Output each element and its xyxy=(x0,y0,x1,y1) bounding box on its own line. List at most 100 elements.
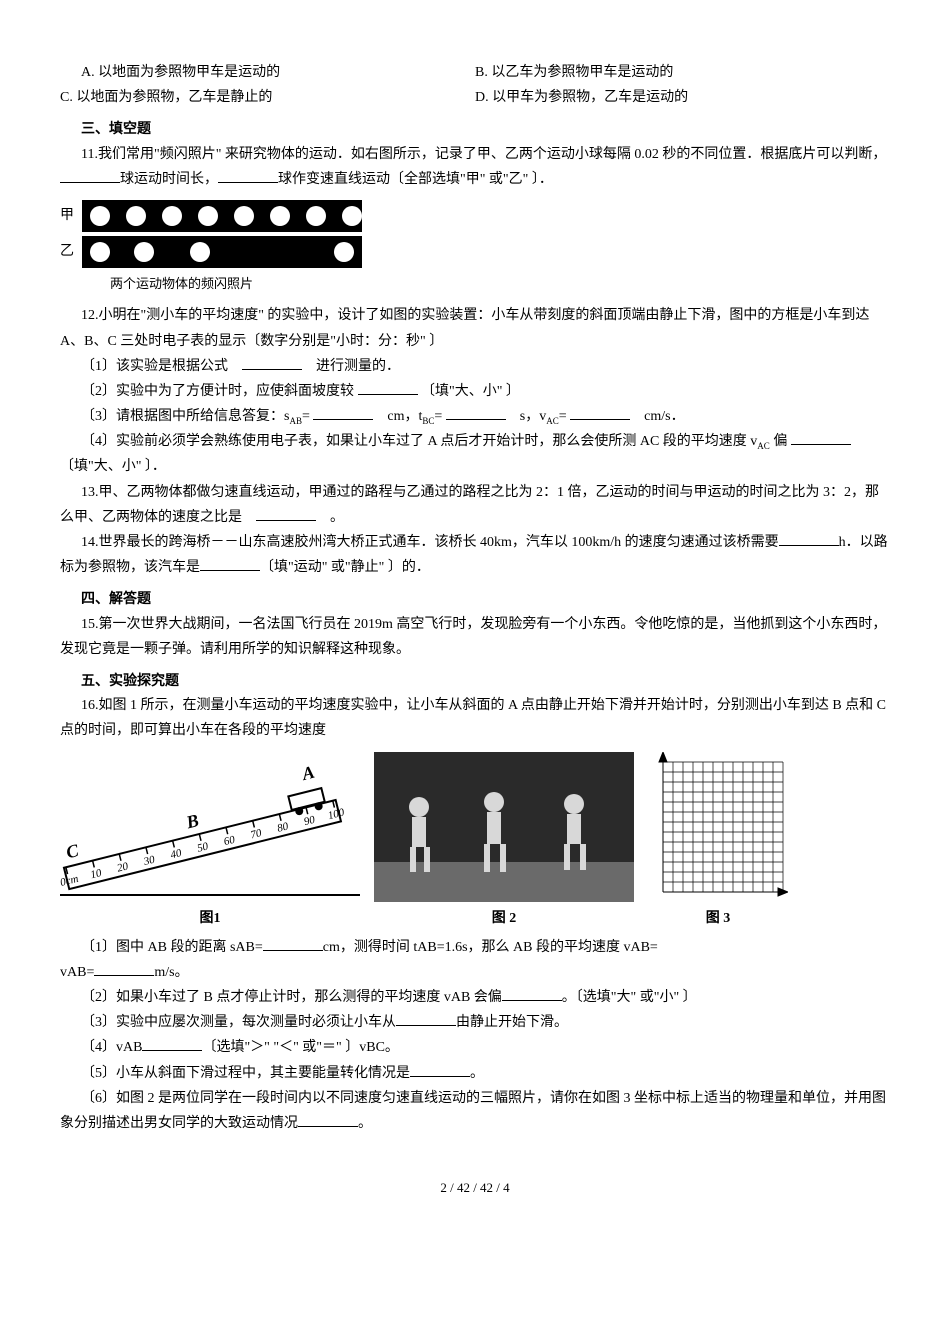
strob-caption: 两个运动物体的频闪照片 xyxy=(110,272,890,295)
t: 〔4〕实验前必须学会熟练使用电子表，如果让小车过了 A 点后才开始计时，那么会使… xyxy=(60,429,757,454)
blank xyxy=(263,936,323,951)
ball xyxy=(306,206,326,226)
ball xyxy=(162,206,182,226)
t: 〔3〕实验中应屡次测量，每次测量时必须让小车从 xyxy=(81,1015,396,1030)
q16-figures: 0cm102030405060708090100 A B C 图1 xyxy=(60,752,890,931)
strob-label-b: 乙 xyxy=(60,239,74,264)
q12-p4: 〔4〕实验前必须学会熟练使用电子表，如果让小车过了 A 点后才开始计时，那么会使… xyxy=(60,429,890,479)
t: cm，t xyxy=(373,409,422,424)
q16-p3: 〔3〕实验中应屡次测量，每次测量时必须让小车从由静止开始下滑。 xyxy=(60,1010,890,1035)
ball xyxy=(342,206,362,226)
grid-svg xyxy=(648,752,788,902)
t: 〔3〕请根据图中所给信息答复：s xyxy=(81,409,289,424)
ball xyxy=(190,242,210,262)
q10-row-ab: A. 以地面为参照物甲车是运动的 B. 以乙车为参照物甲车是运动的 xyxy=(60,60,890,85)
section-3-heading: 三、填空题 xyxy=(60,116,890,141)
q13-t2: 。 xyxy=(316,510,344,525)
q10-opt-c: C. 以地面为参照物，乙车是静止的 xyxy=(60,85,475,110)
sub: BC xyxy=(422,416,434,426)
strob-row-a: 甲 xyxy=(60,200,890,232)
label-C: C xyxy=(64,839,81,862)
q16-p2: 〔2〕如果小车过了 B 点才停止计时，那么测得的平均速度 vAB 会偏 。〔选填"… xyxy=(60,985,890,1010)
blank xyxy=(358,380,418,395)
ruler-svg: 0cm102030405060708090100 A B C xyxy=(60,752,360,902)
label-B: B xyxy=(183,810,200,833)
q16-p4: 〔4〕vAB 〔选填"＞" "＜" 或"＝" 〕vBC。 xyxy=(60,1035,890,1060)
ball xyxy=(234,206,254,226)
q14-t1: 14.世界最长的跨海桥－－山东高速胶州湾大桥正式通车．该桥长 40km，汽车以 … xyxy=(81,535,779,550)
ball xyxy=(270,206,290,226)
t: 。〔选填"大" 或"小" 〕 xyxy=(562,990,697,1005)
blank xyxy=(242,355,302,370)
ball xyxy=(198,206,218,226)
q14: 14.世界最长的跨海桥－－山东高速胶州湾大桥正式通车．该桥长 40km，汽车以 … xyxy=(60,530,890,580)
q12-intro: 12.小明在"测小车的平均速度" 的实验中，设计了如图的实验装置：小车从带刻度的… xyxy=(60,303,890,353)
q12-p2a: 〔2〕实验中为了方便计时，应使斜面坡度较 xyxy=(81,384,358,399)
blank xyxy=(200,556,260,571)
t: 〔5〕小车从斜面下滑过程中，其主要能量转化情况是 xyxy=(81,1066,410,1081)
blank xyxy=(570,405,630,420)
t: 〔6〕如图 2 是两位同学在一段时间内以不同速度匀速直线运动的三幅照片，请你在如… xyxy=(60,1091,886,1131)
t: m/s。 xyxy=(154,965,188,980)
ball xyxy=(90,206,110,226)
q10-opt-d: D. 以甲车为参照物，乙车是运动的 xyxy=(475,85,890,110)
q12-p3: 〔3〕请根据图中所给信息答复：sAB= cm，tBC= s，vAC= cm/s． xyxy=(60,404,890,429)
ball xyxy=(134,242,154,262)
blank xyxy=(218,168,278,183)
ball xyxy=(90,242,110,262)
blank xyxy=(256,506,316,521)
q13-t1: 13.甲、乙两物体都做匀速直线运动，甲通过的路程与乙通过的路程之比为 2：1 倍… xyxy=(60,485,879,525)
q16-p1: 〔1〕图中 AB 段的距离 sAB= cm，测得时间 tAB=1.6s，那么 AB… xyxy=(60,935,890,960)
q10-opt-a: A. 以地面为参照物甲车是运动的 xyxy=(60,60,475,85)
t: = xyxy=(302,409,313,424)
q14-t3: 〔填"运动" 或"静止" 〕的． xyxy=(260,560,430,575)
ball xyxy=(334,242,354,262)
fig1-label: 图1 xyxy=(200,906,221,931)
q16-p5: 〔5〕小车从斜面下滑过程中，其主要能量转化情况是 。 xyxy=(60,1061,890,1086)
fig2-box: 图 2 xyxy=(374,752,634,931)
blank xyxy=(502,986,562,1001)
q11-t1: 11.我们常用"频闪照片" 来研究物体的运动．如右图所示，记录了甲、乙两个运动小… xyxy=(81,147,886,162)
sub: AB xyxy=(289,416,302,426)
t: s，v xyxy=(506,409,546,424)
q12-p1b: 进行测量的． xyxy=(302,359,400,374)
t: cm/s． xyxy=(630,409,684,424)
t: 〔选填"＞" "＜" 或"＝" 〕vBC。 xyxy=(202,1040,398,1055)
stroboscope-diagram: 甲 乙 两个运动物体的频闪照片 xyxy=(60,200,890,295)
t: 〔填"大、小" 〕． xyxy=(60,459,166,474)
q16-intro: 16.如图 1 所示，在测量小车运动的平均速度实验中，让小车从斜面的 A 点由静… xyxy=(60,693,890,743)
label-A: A xyxy=(299,761,316,784)
strob-track-a xyxy=(82,200,362,232)
t: = xyxy=(434,409,445,424)
blank xyxy=(60,168,120,183)
q12-p2: 〔2〕实验中为了方便计时，应使斜面坡度较 〔填"大、小" 〕 xyxy=(60,379,890,404)
q11-t2: 球运动时间长， xyxy=(120,172,218,187)
blank xyxy=(410,1062,470,1077)
t: = xyxy=(559,409,570,424)
t: 〔1〕图中 AB 段的距离 sAB= xyxy=(81,940,263,955)
q13: 13.甲、乙两物体都做匀速直线运动，甲通过的路程与乙通过的路程之比为 2：1 倍… xyxy=(60,480,890,530)
section-4-heading: 四、解答题 xyxy=(60,586,890,611)
strob-label-a: 甲 xyxy=(60,203,74,228)
t: 〔2〕如果小车过了 B 点才停止计时，那么测得的平均速度 vAB 会偏 xyxy=(81,990,502,1005)
blank xyxy=(313,405,373,420)
t: 〔4〕vAB xyxy=(81,1040,142,1055)
q12-p1a: 〔1〕该实验是根据公式 xyxy=(81,359,242,374)
q11-text: 11.我们常用"频闪照片" 来研究物体的运动．如右图所示，记录了甲、乙两个运动小… xyxy=(60,142,890,192)
q16-p1b-line: vAB=m/s。 xyxy=(60,960,890,985)
q12-p2b: 〔填"大、小" 〕 xyxy=(418,384,520,399)
blank xyxy=(142,1036,202,1051)
photo xyxy=(374,752,634,902)
fig2-label: 图 2 xyxy=(492,906,517,931)
ball xyxy=(126,206,146,226)
q12-p1: 〔1〕该实验是根据公式 进行测量的． xyxy=(60,354,890,379)
t: 。 xyxy=(470,1066,484,1081)
blank xyxy=(396,1011,456,1026)
sub: AC xyxy=(757,441,770,451)
t: 。 xyxy=(358,1116,372,1131)
page-number: 2 / 42 / 42 / 4 xyxy=(60,1176,890,1199)
t: cm，测得时间 tAB=1.6s，那么 AB 段的平均速度 vAB= xyxy=(323,940,658,955)
sub: AC xyxy=(546,416,559,426)
q15: 15.第一次世界大战期间，一名法国飞行员在 2019m 高空飞行时，发现脸旁有一… xyxy=(60,612,890,662)
blank xyxy=(791,430,851,445)
